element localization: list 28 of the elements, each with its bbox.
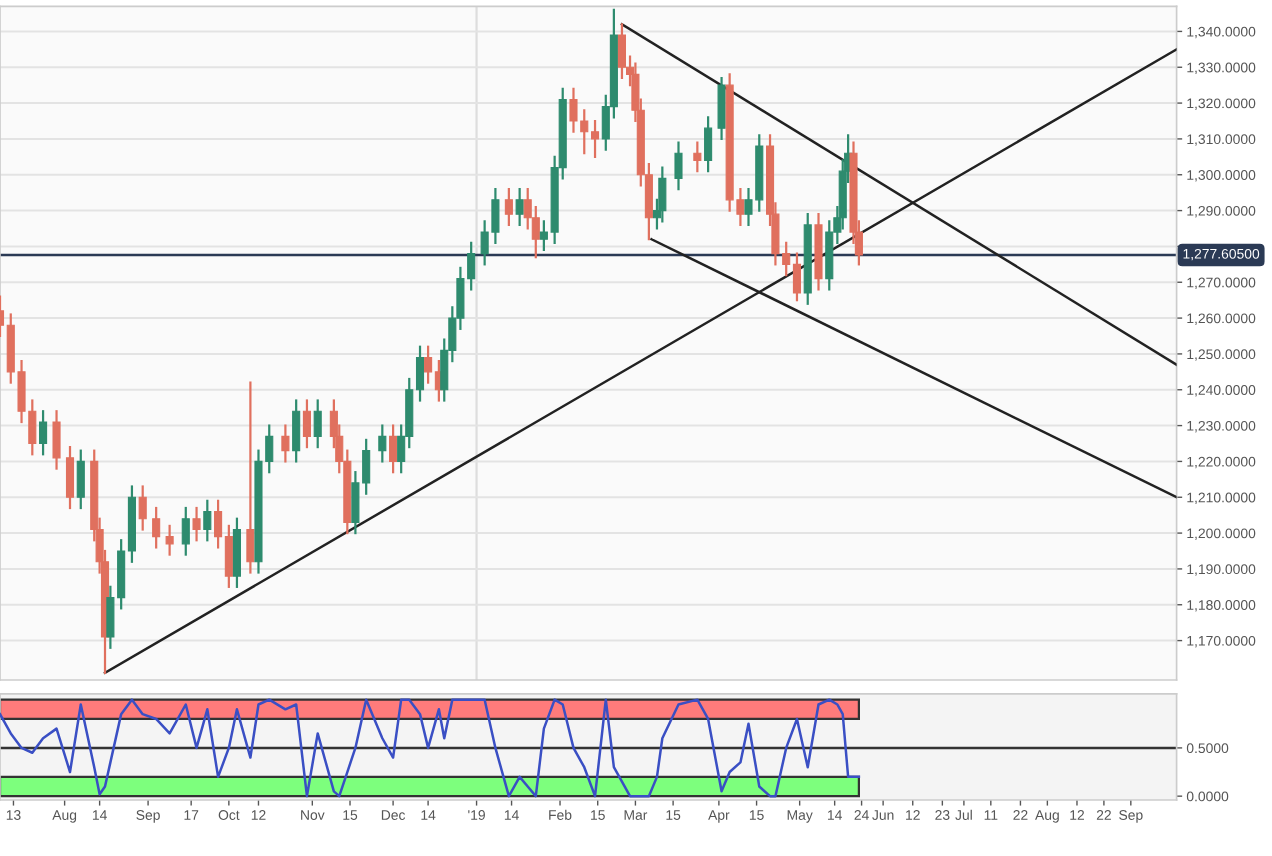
candlestick [658, 166, 667, 223]
candlestick [292, 399, 301, 463]
candlestick [281, 424, 290, 463]
candlestick [389, 424, 398, 474]
candlestick [302, 399, 311, 449]
candlestick [693, 141, 702, 173]
candlestick [378, 424, 387, 463]
candlestick [704, 116, 713, 173]
candlestick [717, 76, 726, 141]
candlestick [192, 506, 201, 542]
candlestick [674, 141, 683, 191]
candlestick [203, 499, 212, 542]
candlestick [39, 410, 48, 456]
candlestick [76, 449, 85, 510]
candlestick [617, 23, 627, 80]
candlestick [52, 410, 61, 470]
candlestick [152, 506, 161, 549]
candlestick [313, 399, 322, 449]
candlestick [232, 517, 241, 588]
candlestick [165, 524, 174, 556]
line-series [0, 698, 861, 798]
candlestick [504, 187, 513, 227]
candlestick [515, 187, 524, 227]
candlestick [65, 445, 75, 510]
candlestick [246, 381, 255, 574]
candlestick [181, 506, 190, 556]
candlestick [138, 485, 147, 531]
candlestick [424, 345, 433, 384]
